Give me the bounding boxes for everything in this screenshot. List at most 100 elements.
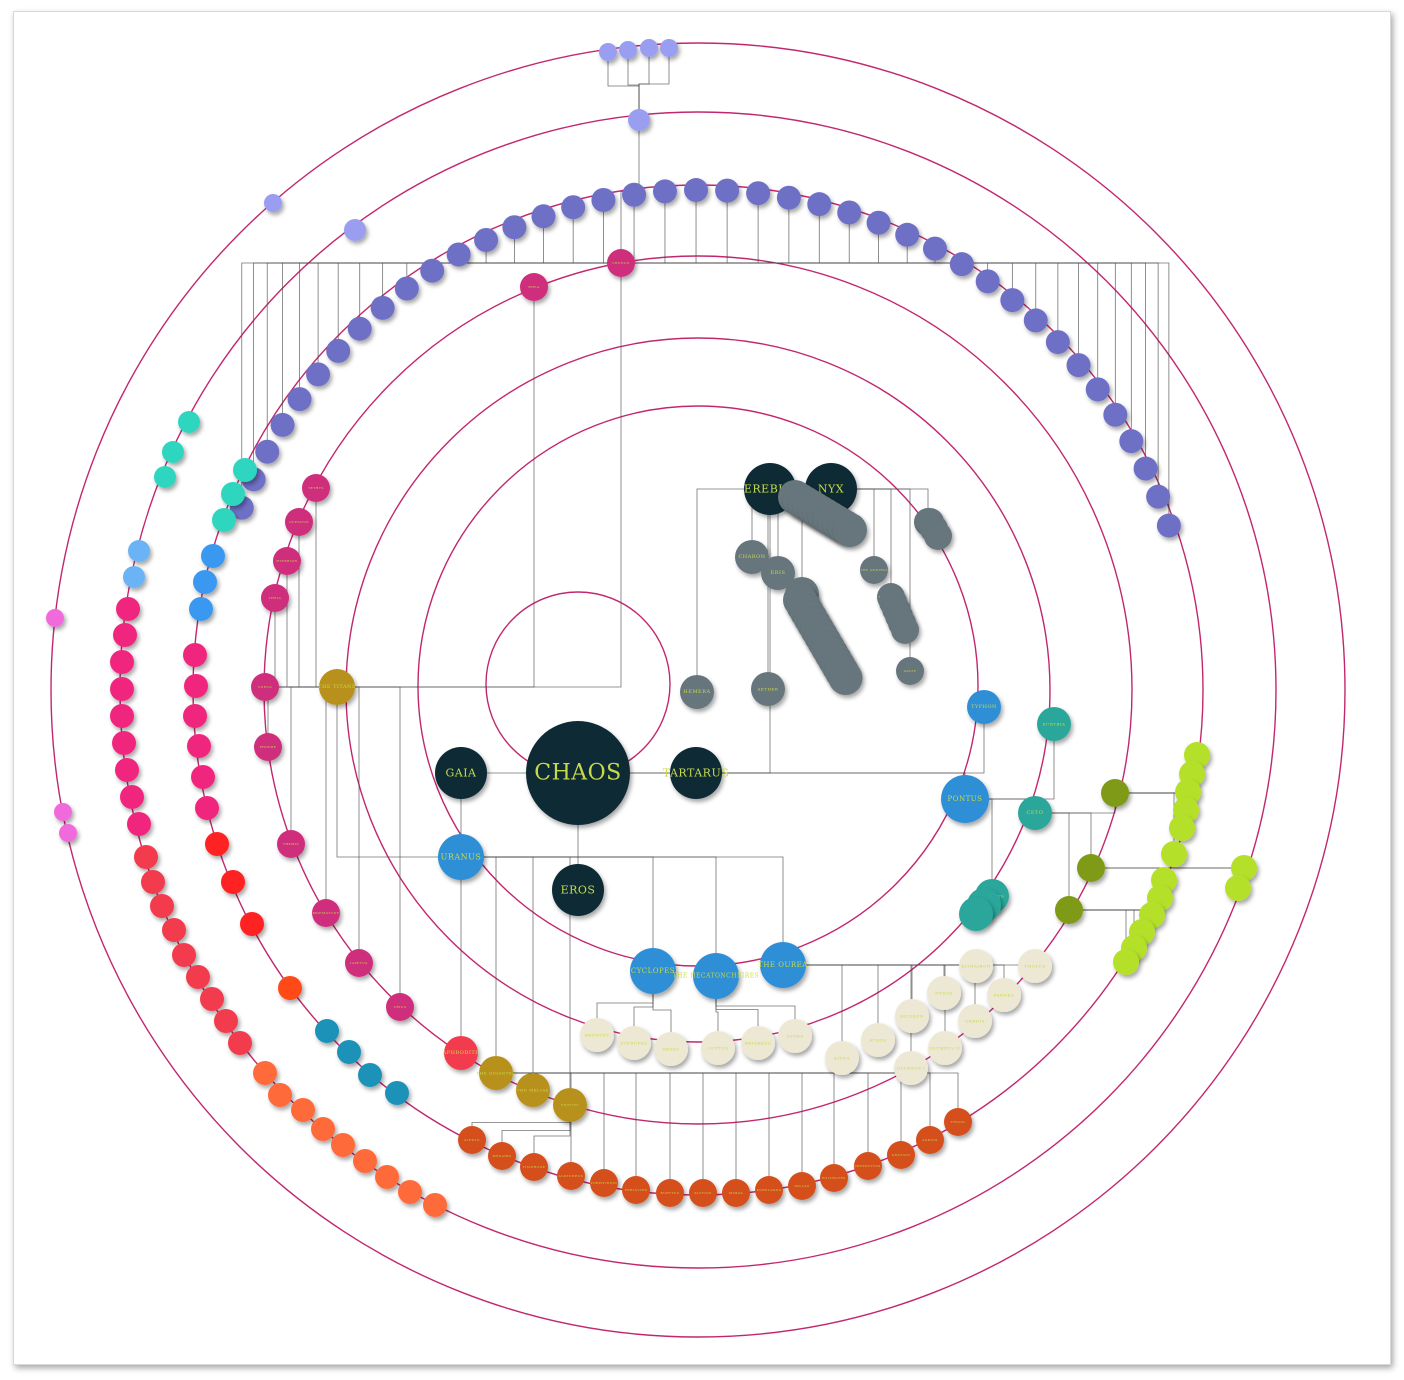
node-deity[interactable] xyxy=(183,704,207,728)
node-deity[interactable] xyxy=(599,43,617,61)
node-deity[interactable] xyxy=(423,1193,447,1217)
node-deity[interactable] xyxy=(375,1165,399,1189)
node-deity[interactable] xyxy=(891,616,919,644)
node-tartarus[interactable]: TARTARUS xyxy=(663,747,730,799)
node-deity[interactable] xyxy=(191,765,215,789)
node-deity[interactable] xyxy=(214,1009,238,1033)
node-deity[interactable] xyxy=(221,482,245,506)
node-eurytus[interactable]: EURYTUS xyxy=(656,1179,684,1207)
node-arges[interactable]: ARGES xyxy=(654,1032,688,1066)
node-tisiphone[interactable]: TISIPHONE xyxy=(520,1153,548,1181)
node-deity[interactable] xyxy=(54,803,72,821)
node-titans[interactable]: THE TITANS xyxy=(318,669,356,705)
node-enkelados[interactable]: ENKELADOS xyxy=(755,1176,783,1204)
node-deity[interactable] xyxy=(652,179,677,204)
node-deity[interactable] xyxy=(591,188,616,213)
node-deity[interactable] xyxy=(183,643,207,667)
node-aether[interactable]: AETHER xyxy=(751,672,785,706)
node-deity[interactable] xyxy=(110,677,134,701)
node-deity[interactable] xyxy=(141,870,165,894)
node-deity[interactable] xyxy=(253,1061,277,1085)
node-deity[interactable] xyxy=(776,185,801,210)
node-deity[interactable] xyxy=(228,1031,252,1055)
node-gaia[interactable]: GAIA xyxy=(435,747,487,799)
node-deity[interactable] xyxy=(446,242,471,267)
node-deity[interactable] xyxy=(1161,841,1187,867)
node-deity[interactable] xyxy=(123,566,145,588)
node-deity[interactable] xyxy=(833,513,867,547)
node-deity[interactable] xyxy=(1103,402,1128,427)
node-hemera[interactable]: HEMERA xyxy=(680,675,714,709)
node-alekto[interactable]: ALEKTO xyxy=(458,1126,486,1154)
node-deity[interactable] xyxy=(184,674,208,698)
node-deity[interactable] xyxy=(1231,855,1257,881)
node-nysos[interactable]: NYSOS xyxy=(927,976,961,1010)
node-deity[interactable] xyxy=(1146,484,1171,509)
node-deity[interactable] xyxy=(347,316,372,341)
node-deity[interactable] xyxy=(1119,429,1144,454)
node-deity[interactable] xyxy=(1066,353,1091,378)
node-deity[interactable] xyxy=(311,1117,335,1141)
node-hippolytos[interactable]: HIPPOLYTOS xyxy=(854,1152,882,1180)
node-deity[interactable] xyxy=(186,965,210,989)
node-deity[interactable] xyxy=(622,182,647,207)
node-deity[interactable] xyxy=(924,522,952,550)
node-deity[interactable] xyxy=(128,540,150,562)
node-deity[interactable] xyxy=(172,943,196,967)
node-deity[interactable] xyxy=(922,236,947,261)
node-deity[interactable] xyxy=(127,812,151,836)
node-gration[interactable]: GRATION xyxy=(887,1141,915,1169)
node-cyclopes[interactable]: CYCLOPES xyxy=(630,948,676,994)
node-gigantes[interactable]: THE GIGANTES xyxy=(476,1056,515,1090)
node-deity[interactable] xyxy=(331,1133,355,1157)
node-olympus1[interactable]: OLYMPUS I xyxy=(894,1051,928,1085)
node-eros[interactable]: EROS xyxy=(552,864,604,916)
node-deity[interactable] xyxy=(233,458,257,482)
node-oreios[interactable]: OREIOS xyxy=(958,1004,992,1038)
node-deity[interactable] xyxy=(895,222,920,247)
node-steropes[interactable]: STEROPES xyxy=(617,1026,651,1060)
node-deity[interactable] xyxy=(866,210,891,235)
node-deity[interactable] xyxy=(502,215,527,240)
node-thoon[interactable]: THOON xyxy=(944,1108,972,1136)
node-briareos[interactable]: BRIAREOS xyxy=(741,1026,775,1060)
node-tethys[interactable]: TETHYS xyxy=(302,474,330,502)
node-polybotes[interactable]: POLYBOTES xyxy=(820,1164,848,1192)
node-deity[interactable] xyxy=(46,609,64,627)
node-deity[interactable] xyxy=(1225,875,1251,901)
node-deity[interactable] xyxy=(113,623,137,647)
node-kithairon[interactable]: KITHAIRON xyxy=(959,949,993,983)
node-deity[interactable] xyxy=(1085,377,1110,402)
node-deity[interactable] xyxy=(178,411,200,433)
node-deity[interactable] xyxy=(287,387,312,412)
node-deity[interactable] xyxy=(660,39,678,57)
node-deity[interactable] xyxy=(358,1063,382,1087)
node-deity[interactable] xyxy=(326,338,351,363)
node-deity[interactable] xyxy=(162,441,184,463)
node-deity[interactable] xyxy=(715,178,740,203)
node-eris[interactable]: ERIS xyxy=(761,556,795,590)
node-porphyrion[interactable]: PORPHYRION xyxy=(590,1169,618,1197)
node-mnemosyne[interactable]: MNEMOSYNE xyxy=(312,899,340,927)
node-deity[interactable] xyxy=(195,796,219,820)
node-aphrodite[interactable]: APHRODITE xyxy=(442,1036,480,1070)
node-phoebe[interactable]: PHOEBE xyxy=(254,733,282,761)
node-deity[interactable] xyxy=(746,181,771,206)
node-crius[interactable]: CRIUS xyxy=(386,993,414,1021)
node-deity[interactable] xyxy=(221,870,245,894)
node-iapetus[interactable]: IAPETUS xyxy=(345,949,373,977)
node-deity[interactable] xyxy=(1000,288,1025,313)
node-deity[interactable] xyxy=(619,41,637,59)
node-tmolus[interactable]: TMOLUS xyxy=(1018,949,1052,983)
node-pontus[interactable]: PONTUS xyxy=(941,775,989,823)
node-deity[interactable] xyxy=(398,1180,422,1204)
node-deity[interactable] xyxy=(212,508,236,532)
node-charon[interactable]: CHARON xyxy=(735,540,769,574)
node-deity[interactable] xyxy=(828,661,863,695)
node-deity[interactable] xyxy=(205,832,229,856)
node-megaira[interactable]: MEGAIRA xyxy=(488,1142,516,1170)
node-cronus_top[interactable]: CRONUS xyxy=(607,249,635,277)
node-deity[interactable] xyxy=(1023,308,1048,333)
node-olympus2[interactable]: OLYMPUS II xyxy=(928,1031,962,1065)
node-brontes[interactable]: BRONTES xyxy=(580,1018,614,1052)
